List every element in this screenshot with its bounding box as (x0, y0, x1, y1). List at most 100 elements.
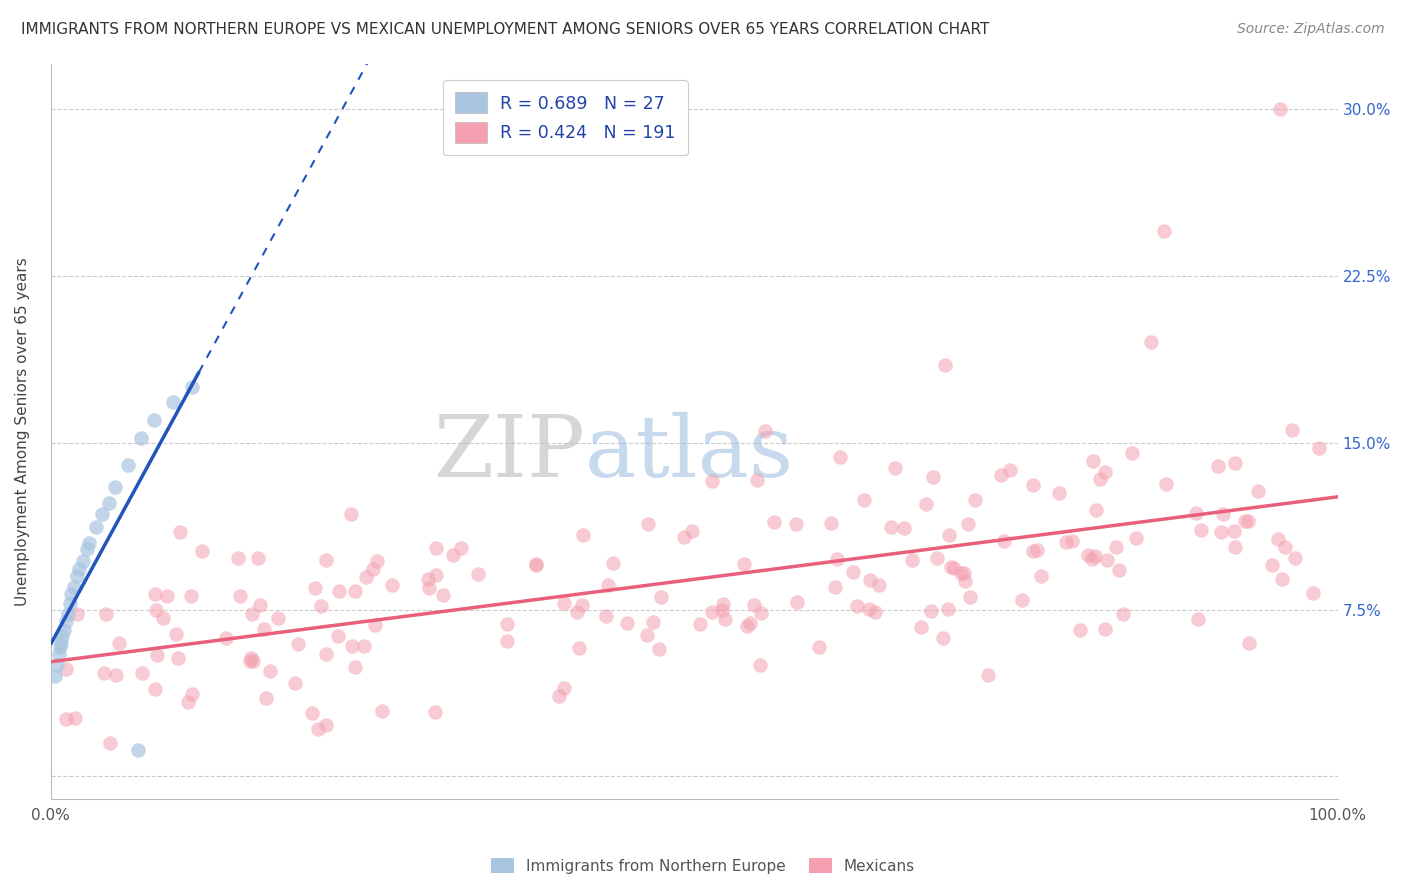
Point (143, 587, 166, 601)
Point (84, 520, 107, 534)
Point (910, 620, 932, 634)
Point (145, 603, 167, 617)
Point (51, 629, 73, 643)
Point (240, 651, 263, 665)
Point (1080, 552, 1102, 566)
Point (1084, 503, 1107, 517)
Point (52, 623, 75, 637)
Point (425, 568, 447, 582)
Point (1112, 607, 1135, 621)
Point (942, 561, 965, 575)
Point (1267, 532, 1289, 546)
Point (156, 589, 179, 603)
Point (1011, 592, 1033, 607)
Point (65, 569, 87, 583)
Point (1025, 543, 1047, 558)
Y-axis label: Unemployment Among Seniors over 65 years: Unemployment Among Seniors over 65 years (15, 257, 30, 606)
Point (254, 690, 277, 705)
Point (858, 601, 880, 615)
Point (1284, 550, 1306, 565)
Point (1153, 224, 1175, 238)
Point (1302, 585, 1324, 599)
Point (733, 557, 755, 571)
Point (97, 496, 120, 510)
Point (93, 665, 115, 680)
Point (328, 583, 350, 598)
Point (63, 580, 86, 594)
Point (863, 605, 886, 619)
Point (180, 589, 202, 603)
Point (127, 743, 149, 757)
Point (46, 658, 69, 673)
Point (1094, 466, 1116, 480)
Point (215, 631, 238, 645)
Point (48, 647, 70, 661)
Point (1223, 456, 1246, 470)
Point (1077, 548, 1099, 562)
Point (418, 581, 440, 595)
Point (340, 507, 363, 521)
Point (998, 463, 1021, 477)
Point (326, 629, 349, 643)
Point (249, 599, 271, 613)
Point (1022, 544, 1045, 558)
Point (786, 595, 808, 609)
Point (763, 515, 786, 529)
Point (950, 566, 973, 581)
Point (98, 736, 121, 750)
Point (1223, 540, 1246, 554)
Point (59, 596, 82, 610)
Point (425, 541, 447, 555)
Point (49, 640, 72, 655)
Point (63, 711, 86, 725)
Point (450, 541, 472, 555)
Point (547, 689, 569, 703)
Point (76, 542, 98, 557)
Point (242, 654, 264, 668)
Point (965, 492, 987, 507)
Point (344, 659, 367, 673)
Point (1121, 446, 1143, 460)
Point (91, 507, 114, 521)
Point (66, 607, 89, 621)
Point (143, 682, 166, 697)
Point (309, 599, 332, 613)
Point (44, 669, 66, 683)
Point (710, 603, 733, 617)
Point (754, 425, 776, 439)
Point (1140, 335, 1163, 350)
Point (496, 616, 519, 631)
Point (432, 588, 454, 602)
Point (105, 668, 128, 682)
Point (381, 578, 404, 592)
Point (1125, 531, 1147, 545)
Point (167, 651, 190, 665)
Point (1084, 549, 1107, 563)
Point (596, 577, 619, 591)
Text: ZIP: ZIP (433, 412, 585, 495)
Point (637, 516, 659, 531)
Point (55, 614, 77, 628)
Point (938, 528, 960, 542)
Point (301, 706, 323, 721)
Point (700, 475, 723, 489)
Point (1095, 553, 1118, 567)
Point (1088, 472, 1111, 486)
Point (169, 525, 191, 540)
Point (229, 589, 252, 603)
Point (1062, 534, 1084, 549)
Point (859, 573, 882, 587)
Point (177, 695, 200, 709)
Point (364, 617, 387, 632)
Point (307, 722, 329, 736)
Point (1212, 507, 1234, 521)
Point (1271, 572, 1294, 586)
Point (304, 581, 326, 595)
Point (901, 553, 924, 567)
Point (467, 566, 489, 581)
Point (366, 554, 388, 568)
Point (616, 615, 638, 630)
Point (315, 717, 337, 731)
Point (1247, 483, 1270, 498)
Point (108, 636, 131, 650)
